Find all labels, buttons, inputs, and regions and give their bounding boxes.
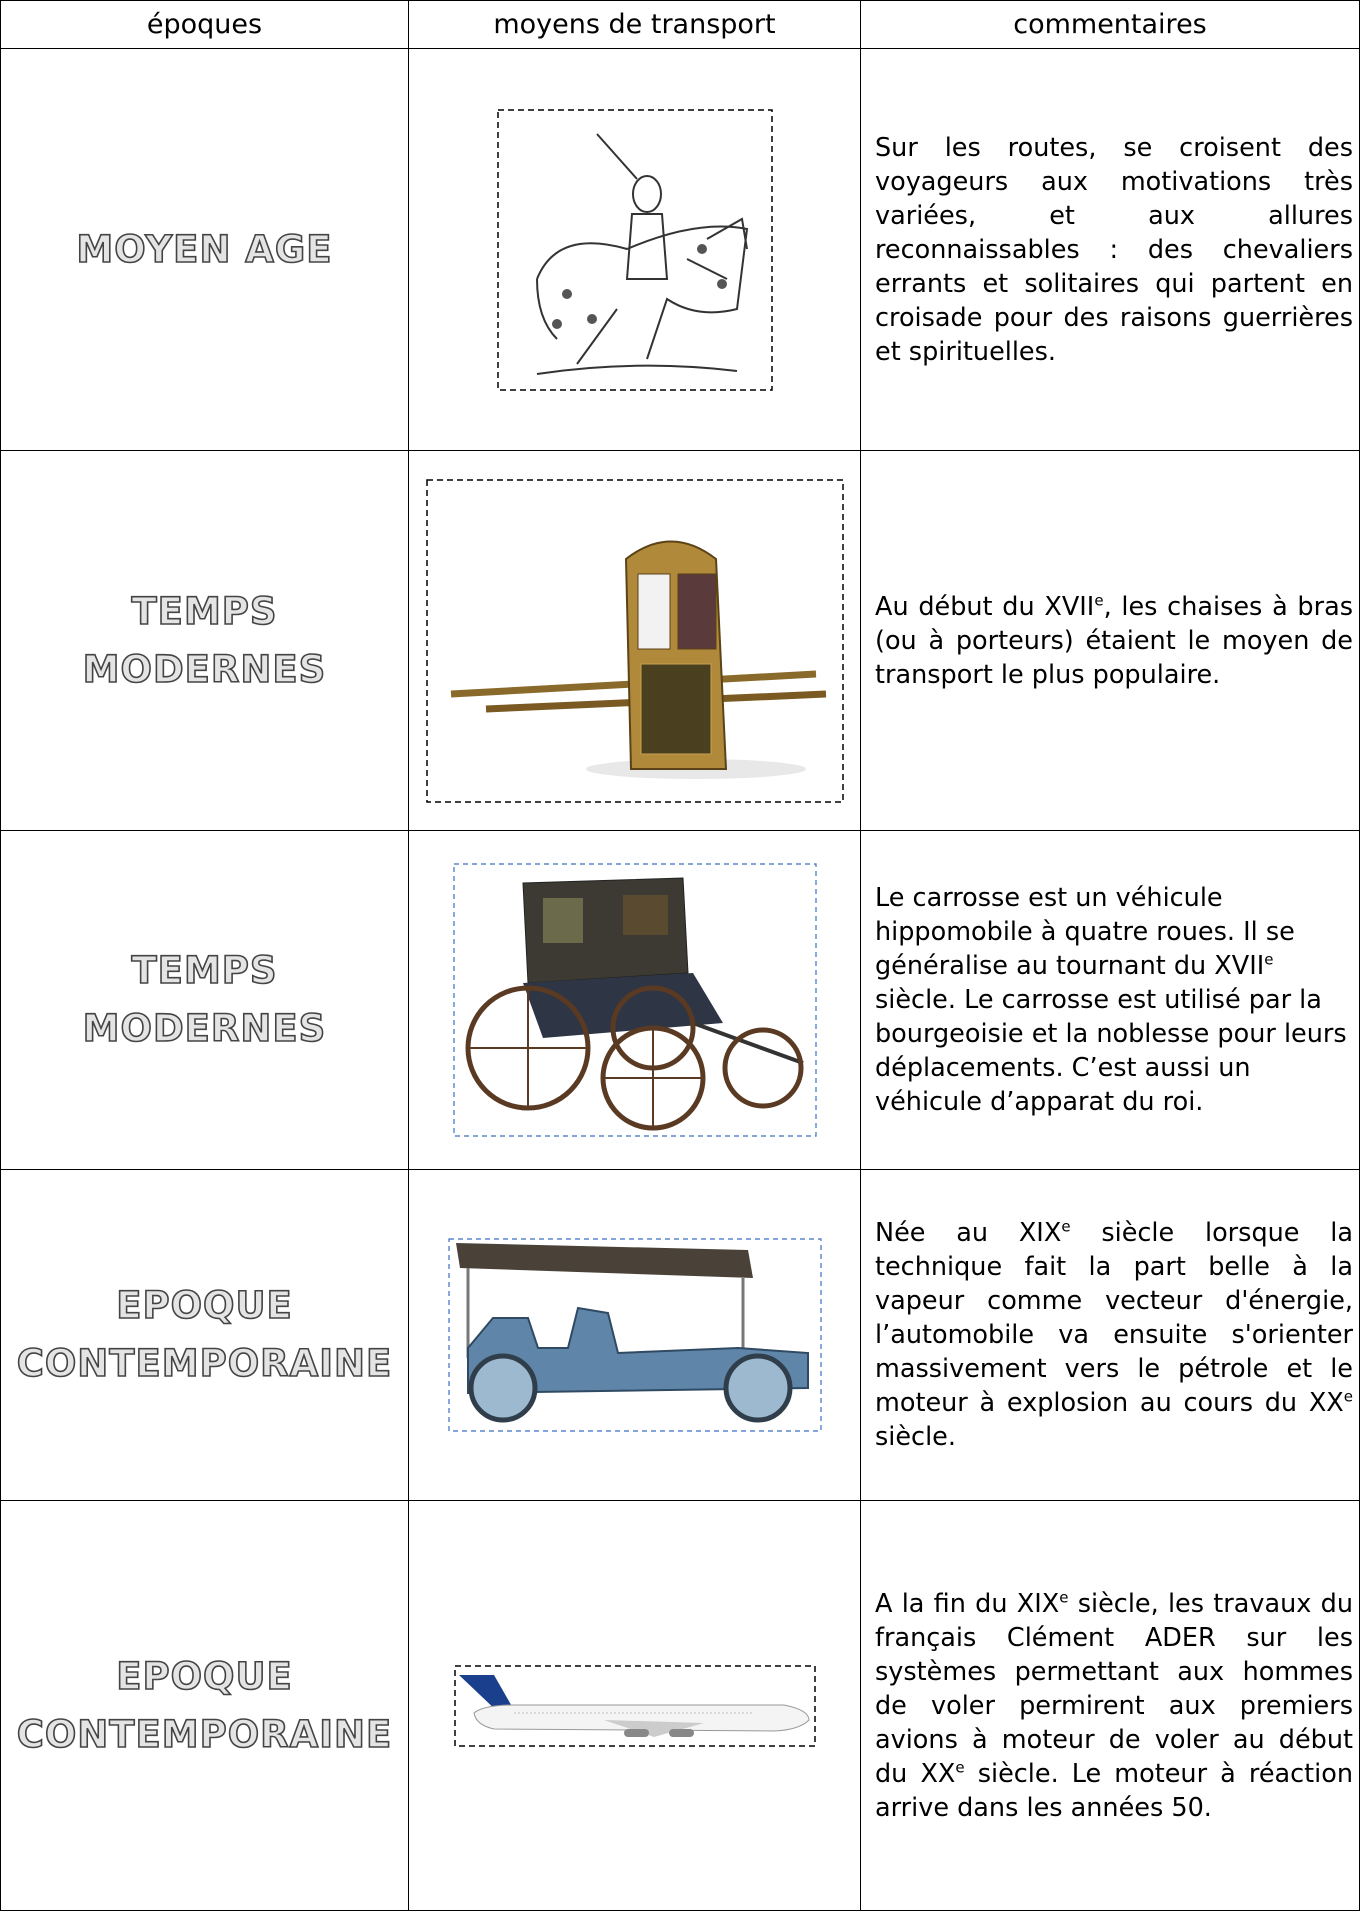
image-cell [408,1500,861,1911]
row: EPOQUE CONTEMPORAINE A la fin du XIXe siè… [0,1500,1360,1911]
comment-cell: Sur les routes, se croisent des voyageur… [860,48,1360,451]
header-cell: moyens de transport [408,0,861,49]
comment-run: Au début du XVII [875,591,1095,622]
superscript: e [1264,950,1274,969]
superscript: e [1059,1588,1069,1606]
epoch-label: MODERNES [82,1006,327,1051]
comment-text: A la fin du XIXe siècle, les travaux du … [875,1587,1353,1825]
header-cell: commentaires [860,0,1360,49]
row: EPOQUE CONTEMPORAINE Née au XIXe siècle l… [0,1169,1360,1501]
row: MOYEN AGE Sur les routes, se croisent de… [0,48,1360,451]
comment-run: siècle. [875,1422,956,1452]
comment-run: siècle. Le carrosse est utilisé par la b… [875,985,1347,1117]
comment-run: Née au XIX [875,1218,1062,1248]
comment-run: siècle, les travaux du français Clément … [875,1588,1353,1789]
automobile-image [447,1238,822,1432]
comment-run: siècle. Le moteur à réaction arrive dans… [875,1758,1353,1823]
knight-image [496,108,773,391]
airplane-image [453,1664,816,1747]
header-cell: époques [0,0,409,49]
header-row: époques moyens de transport commentaires [0,0,1360,49]
image-cell [408,450,861,831]
row: TEMPS MODERNES Le carrosse est un véhicul… [0,830,1360,1170]
epoch-cell: TEMPS MODERNES [0,830,409,1170]
epoch-cell: TEMPS MODERNES [0,450,409,831]
comment-cell: Le carrosse est un véhicule hippomobile … [860,830,1360,1170]
epoch-label: EPOQUE [115,1654,293,1699]
row: TEMPS MODERNES Au début du XVIIe, les cha… [0,450,1360,831]
image-cell [408,830,861,1170]
epoch-cell: EPOQUE CONTEMPORAINE [0,1169,409,1501]
epoch-label: EPOQUE [115,1283,293,1328]
sedan-chair-image [425,478,844,803]
superscript: e [1094,591,1104,609]
superscript: e [1061,1217,1071,1236]
epoch-label: CONTEMPORAINE [16,1341,393,1386]
comment-cell: Née au XIXe siècle lorsque la technique … [860,1169,1360,1501]
comment-run: Le carrosse est un véhicule hippomobile … [875,883,1295,981]
image-cell [408,48,861,451]
epoch-label: CONTEMPORAINE [16,1712,393,1757]
epoch-cell: EPOQUE CONTEMPORAINE [0,1500,409,1911]
image-cell [408,1169,861,1501]
comment-cell: A la fin du XIXe siècle, les travaux du … [860,1500,1360,1911]
comment-run: A la fin du XIX [875,1588,1060,1619]
superscript: e [1343,1387,1353,1406]
epoch-cell: MOYEN AGE [0,48,409,451]
comment-run: Sur les routes, se croisent des voyageur… [875,132,1353,367]
comment-cell: Au début du XVIIe, les chaises à bras (o… [860,450,1360,831]
comment-run: siècle lorsque la technique fait la part… [875,1218,1353,1418]
epoch-label: TEMPS [131,948,278,993]
comment-text: Sur les routes, se croisent des voyageur… [875,131,1353,369]
comment-run: , les chaises à bras (ou à porteurs) éta… [875,591,1354,690]
superscript: e [955,1758,965,1776]
epoch-label: MODERNES [82,647,327,692]
comment-text: Au début du XVIIe, les chaises à bras (o… [875,590,1353,692]
comment-text: Le carrosse est un véhicule hippomobile … [875,881,1353,1119]
epoch-label: TEMPS [131,589,278,634]
comment-text: Née au XIXe siècle lorsque la technique … [875,1216,1353,1454]
carriage-image [452,863,817,1137]
epoch-label: MOYEN AGE [76,227,333,272]
